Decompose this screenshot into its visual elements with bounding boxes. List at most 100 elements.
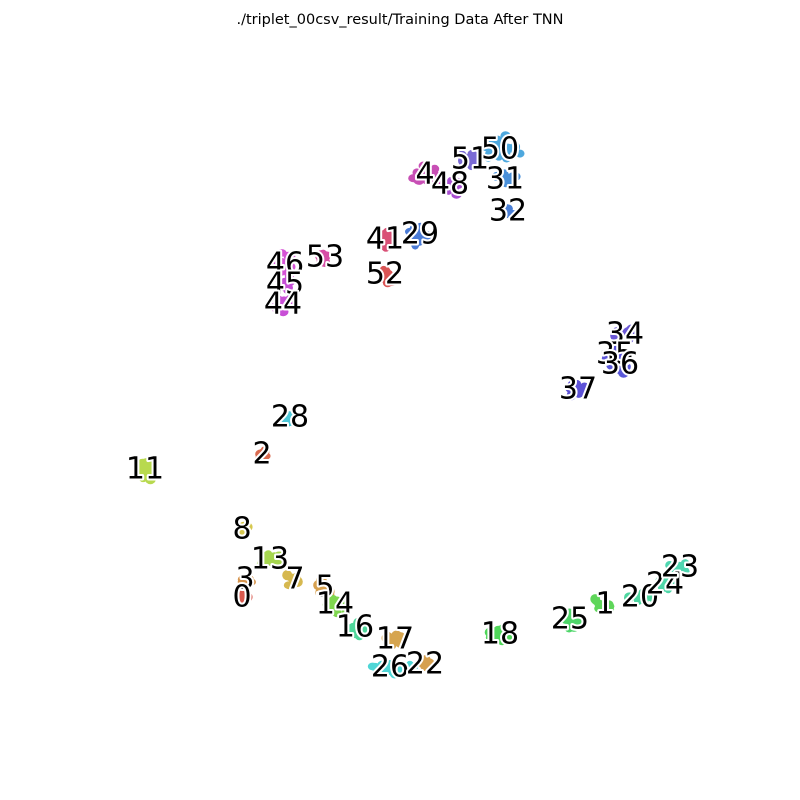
cluster-label: 52 <box>366 257 404 292</box>
data-point <box>566 390 577 401</box>
data-point <box>432 177 442 186</box>
data-point <box>499 175 509 185</box>
cluster-label: 37 <box>559 372 597 407</box>
data-point <box>665 561 674 570</box>
data-point <box>282 283 292 293</box>
data-point <box>451 190 462 199</box>
cluster-label: 16 <box>336 610 374 645</box>
cluster-label: 17 <box>376 622 414 657</box>
data-point <box>378 271 388 280</box>
data-point <box>348 623 357 631</box>
data-point <box>292 576 303 587</box>
cluster-label: 28 <box>271 400 309 435</box>
data-point <box>484 627 495 638</box>
data-point <box>145 474 156 485</box>
data-point <box>625 328 636 339</box>
cluster-label: 51 <box>451 142 489 177</box>
data-point <box>510 141 521 153</box>
data-point <box>339 601 349 610</box>
cluster-label: 34 <box>606 317 644 352</box>
data-point <box>618 368 629 378</box>
data-point <box>359 624 370 634</box>
data-point <box>672 561 683 573</box>
data-point <box>467 161 476 171</box>
data-point <box>624 592 633 603</box>
data-point <box>405 660 415 672</box>
data-point <box>486 146 497 156</box>
cluster-label: 46 <box>266 247 304 282</box>
data-point <box>565 613 577 624</box>
data-point <box>603 600 614 611</box>
data-point <box>492 136 501 145</box>
cluster-label: 4 <box>415 157 434 192</box>
cluster-label: 32 <box>489 194 527 229</box>
cluster-label: 18 <box>481 617 519 652</box>
data-point <box>278 258 289 268</box>
cluster-label: 53 <box>306 240 344 275</box>
cluster-label: 29 <box>401 217 439 252</box>
data-point <box>497 637 507 646</box>
cluster-label: 13 <box>251 542 289 577</box>
data-points <box>132 131 690 679</box>
cluster-label: 35 <box>596 337 634 372</box>
cluster-label: 45 <box>266 267 304 302</box>
data-point <box>590 594 601 604</box>
data-point <box>286 262 295 272</box>
cluster-label: 26 <box>371 650 409 685</box>
data-point <box>378 238 387 249</box>
cluster-label: 25 <box>551 602 589 637</box>
data-point <box>239 528 248 539</box>
data-point <box>421 655 431 666</box>
data-point <box>389 277 398 286</box>
data-point <box>441 180 450 191</box>
cluster-label: 48 <box>431 167 469 202</box>
data-point <box>272 303 281 313</box>
cluster-label: 41 <box>366 222 404 257</box>
data-point <box>380 668 390 678</box>
cluster-label: 23 <box>661 550 699 585</box>
data-point <box>500 131 511 141</box>
data-point <box>241 573 252 583</box>
data-point <box>279 296 289 307</box>
cluster-label: 50 <box>481 132 519 167</box>
data-point <box>395 637 406 648</box>
cluster-label: 5 <box>315 570 334 605</box>
data-point <box>138 472 148 483</box>
data-point <box>606 360 616 370</box>
cluster-label: 36 <box>601 347 639 382</box>
data-point <box>313 580 322 591</box>
data-point <box>613 346 624 355</box>
data-point <box>367 662 378 671</box>
data-point <box>269 557 279 566</box>
data-point <box>382 632 393 642</box>
cluster-label: 7 <box>285 562 304 597</box>
chart-title: ./triplet_00csv_result/Training Data Aft… <box>236 12 564 28</box>
data-point <box>139 460 149 471</box>
data-point <box>380 662 390 670</box>
cluster-label: 14 <box>316 587 354 622</box>
data-point <box>262 551 271 560</box>
cluster-label: 31 <box>486 162 524 197</box>
cluster-label: 2 <box>252 437 271 472</box>
data-point <box>418 161 428 171</box>
data-point <box>234 593 245 605</box>
cluster-label: 22 <box>406 647 444 682</box>
data-point <box>506 632 516 643</box>
data-point <box>662 577 672 586</box>
data-point <box>429 169 438 180</box>
data-point <box>616 331 626 340</box>
data-point <box>330 598 341 608</box>
data-point <box>413 174 422 185</box>
data-point <box>483 153 493 162</box>
cluster-label: 20 <box>621 580 659 615</box>
data-point <box>668 577 679 587</box>
data-point <box>283 581 295 590</box>
data-point <box>285 252 296 262</box>
data-point <box>320 251 331 262</box>
data-point <box>415 234 424 244</box>
cluster-label: 1 <box>595 587 614 622</box>
cluster-label: 0 <box>232 580 251 615</box>
cluster-label: 3 <box>235 562 254 597</box>
